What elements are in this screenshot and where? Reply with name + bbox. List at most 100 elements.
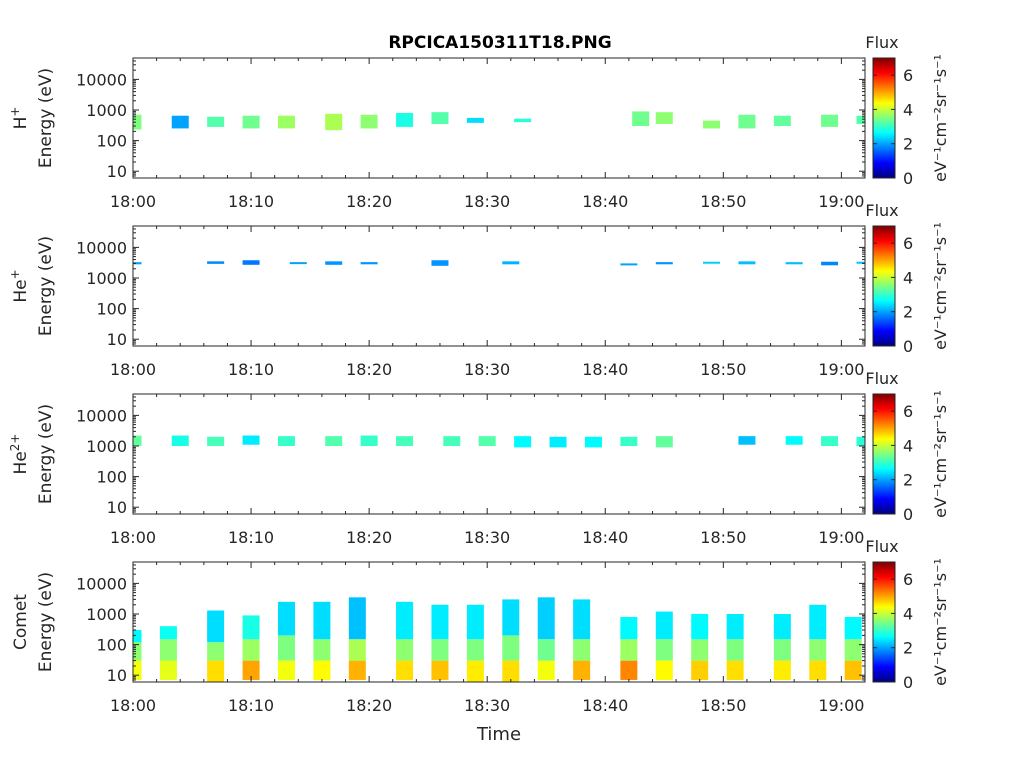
- panel-comet: 18:00 18:10 18:20 18:30 18:40 18:50 19:00 10 100…: [11, 537, 950, 715]
- spectrogram-cell: [584, 436, 602, 448]
- y-tick-label: 1000: [86, 605, 127, 624]
- species-name: Comet: [11, 594, 31, 650]
- spectrogram-cell: [348, 597, 366, 640]
- spectrogram-cell: [466, 604, 484, 640]
- x-tick-label: 18:20: [346, 528, 392, 547]
- spectrogram-cell: [159, 660, 177, 680]
- colorbar: [872, 225, 896, 347]
- spectrogram-cell: [242, 115, 260, 129]
- spectrogram-cell: [431, 260, 449, 266]
- y-axis-label: Energy (eV): [36, 572, 56, 672]
- spectrogram-cell: [325, 261, 343, 265]
- spectrogram-cell: [514, 118, 532, 123]
- spectrogram-cell: [785, 436, 803, 445]
- colorbar: [872, 561, 896, 683]
- colorbar-tick-label: 0: [903, 169, 913, 188]
- spectrogram-cell: [242, 660, 260, 680]
- y-axis-species-label: He+: [8, 269, 31, 302]
- spectrogram-cell: [360, 114, 378, 129]
- spectrogram-cell: [573, 660, 591, 680]
- x-tick-label: 19:00: [818, 360, 864, 379]
- spectrogram-cell: [703, 120, 721, 129]
- colorbar-units-label: eV⁻¹cm⁻²sr⁻¹s⁻¹: [931, 222, 950, 350]
- spectrogram-cell: [207, 436, 225, 446]
- x-tick-label: 18:50: [700, 696, 746, 715]
- spectrogram-cell: [159, 626, 177, 640]
- x-tick-label: 18:50: [700, 360, 746, 379]
- spectrogram-cell: [773, 639, 791, 661]
- spectrogram-cell: [431, 660, 449, 680]
- spectrogram-cells: [133, 435, 865, 448]
- spectrogram-cell: [738, 114, 756, 129]
- spectrogram-cell: [856, 436, 865, 446]
- colorbar-tick-label: 0: [903, 337, 913, 356]
- y-tick-label: 100: [96, 636, 127, 655]
- spectrogram-cell: [502, 261, 520, 265]
- y-tick-label: 10: [107, 498, 127, 517]
- colorbar-title: Flux: [865, 33, 898, 52]
- spectrogram-cell: [620, 639, 638, 661]
- spectrogram-cell: [691, 660, 709, 680]
- axes-box: [132, 393, 866, 515]
- spectrogram-cell: [620, 616, 638, 640]
- spectrogram-cell: [207, 610, 225, 643]
- spectrogram-cell: [809, 604, 827, 640]
- spectrogram-cell: [620, 263, 638, 266]
- spectrogram-cell: [133, 262, 142, 265]
- spectrogram-cell: [703, 261, 721, 264]
- spectrogram-cell: [277, 601, 295, 636]
- colorbar-tick-label: 2: [903, 639, 913, 658]
- colorbar-tick-label: 6: [903, 402, 913, 421]
- y-axis-species-label: H+: [8, 107, 31, 130]
- x-tick-label: 18:00: [110, 696, 156, 715]
- spectrogram-cell: [620, 436, 638, 446]
- spectrogram-cell: [360, 435, 378, 446]
- spectrogram-cell: [573, 599, 591, 640]
- spectrogram-cell: [431, 604, 449, 640]
- spectrogram-cell: [242, 615, 260, 640]
- colorbar-units-label: eV⁻¹cm⁻²sr⁻¹s⁻¹: [931, 390, 950, 518]
- y-tick-label: 10000: [76, 406, 127, 425]
- x-tick-label: 18:40: [582, 528, 628, 547]
- spectrogram-cell: [277, 635, 295, 661]
- colorbar-title: Flux: [865, 201, 898, 220]
- y-tick-label: 1000: [86, 269, 127, 288]
- spectrogram-cell: [502, 635, 520, 661]
- colorbar-tick-label: 2: [903, 471, 913, 490]
- x-tick-label: 18:10: [228, 192, 274, 211]
- spectrogram-cell: [821, 114, 839, 127]
- spectrogram-cell: [313, 601, 331, 640]
- x-axis-label: Time: [476, 724, 521, 745]
- panels: 18:00 18:10 18:20 18:30 18:40 18:50 19:00 10 100…: [8, 33, 950, 715]
- spectrogram-cell: [277, 115, 295, 129]
- colorbar-tick-label: 6: [903, 234, 913, 253]
- spectrogram-cell: [844, 616, 862, 640]
- species-charge: +: [8, 269, 22, 279]
- spectrogram-cell: [289, 262, 307, 265]
- spectrogram-cell: [277, 660, 295, 680]
- spectrogram-cell: [396, 660, 414, 680]
- x-tick-label: 18:20: [346, 192, 392, 211]
- spectrogram-cell: [573, 639, 591, 661]
- spectrogram-cell: [844, 660, 862, 680]
- spectrogram-cell: [313, 660, 331, 680]
- x-tick-label: 18:30: [464, 360, 510, 379]
- spectrogram-cell: [655, 611, 673, 640]
- x-tick-label: 19:00: [818, 192, 864, 211]
- spectrogram-cell: [655, 262, 673, 265]
- y-axis-label: Energy (eV): [36, 404, 56, 504]
- colorbar-tick-label: 2: [903, 303, 913, 322]
- spectrogram-cell: [655, 639, 673, 661]
- spectrogram-cell: [313, 639, 331, 661]
- spectrogram-cell: [549, 436, 567, 448]
- spectrogram-cell: [821, 436, 839, 446]
- x-tick-label: 18:10: [228, 360, 274, 379]
- x-tick-label: 18:40: [582, 192, 628, 211]
- y-axis-species-label: Comet: [11, 594, 31, 650]
- spectrogram-cell: [207, 261, 225, 264]
- x-tick-label: 18:10: [228, 528, 274, 547]
- y-tick-label: 10000: [76, 238, 127, 257]
- x-tick-label: 18:00: [110, 192, 156, 211]
- species-name: He: [11, 279, 31, 302]
